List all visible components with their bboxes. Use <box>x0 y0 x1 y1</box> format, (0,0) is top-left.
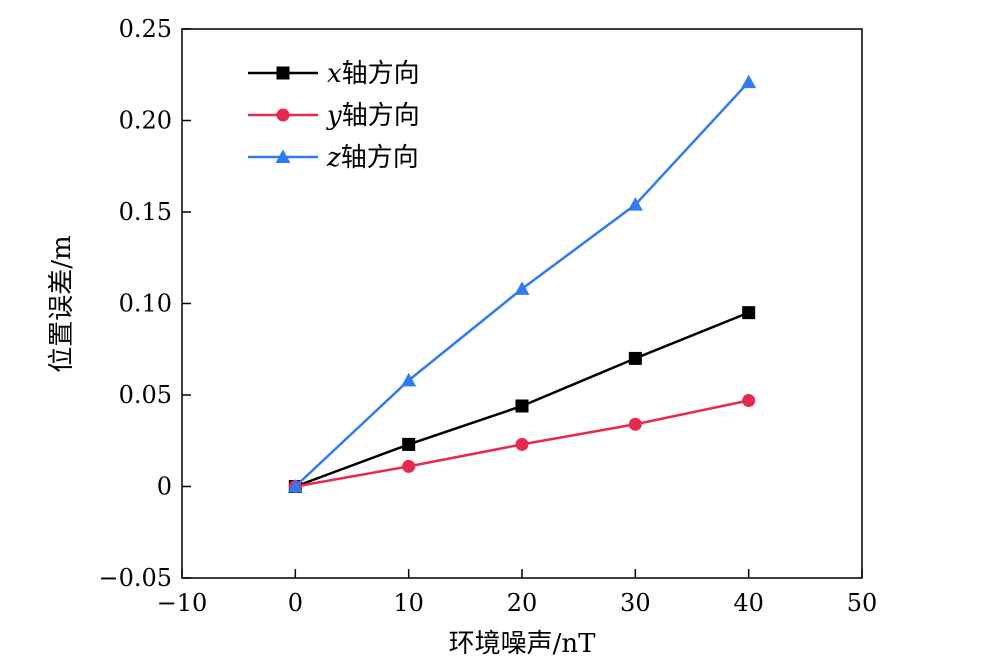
data-point-z <box>627 197 643 211</box>
y-tick-label: 0 <box>157 473 172 501</box>
x-tick-label: 50 <box>847 589 878 617</box>
legend-label-variable: y <box>326 101 342 131</box>
y-tick-label: 0.15 <box>119 198 172 226</box>
legend-item-x: x轴方向 <box>248 59 420 89</box>
series-z <box>287 74 757 493</box>
legend-label: z轴方向 <box>326 143 419 173</box>
x-tick-label: 0 <box>288 589 303 617</box>
y-tick-label: 0.10 <box>119 290 172 318</box>
x-tick-label: 40 <box>733 589 764 617</box>
legend-label-variable: z <box>326 143 341 173</box>
y-tick-label: 0.20 <box>119 107 172 135</box>
legend-label-text: 轴方向 <box>341 143 419 173</box>
legend-label-text: 轴方向 <box>342 101 420 131</box>
legend-marker <box>276 108 290 122</box>
data-point-x <box>515 399 529 413</box>
data-point-y <box>628 417 642 431</box>
y-axis-title: 位置误差/m <box>47 235 77 372</box>
legend-item-y: y轴方向 <box>248 101 420 131</box>
data-point-x <box>742 306 756 320</box>
data-point-z <box>514 281 530 295</box>
legend-item-z: z轴方向 <box>248 143 419 173</box>
legend-marker <box>275 149 291 163</box>
data-point-y <box>742 393 756 407</box>
x-tick-label: 20 <box>507 589 538 617</box>
legend-marker <box>276 66 290 80</box>
legend-label: x轴方向 <box>327 59 420 89</box>
y-tick-label: 0.05 <box>119 381 172 409</box>
data-point-x <box>402 437 416 451</box>
data-point-z <box>287 479 303 493</box>
data-point-z <box>741 74 757 89</box>
x-tick-label: 10 <box>393 589 424 617</box>
x-tick-label: −10 <box>157 589 208 617</box>
series-layer <box>287 74 757 493</box>
data-point-y <box>402 459 416 473</box>
legend-label-variable: x <box>327 59 342 89</box>
data-point-z <box>401 372 417 387</box>
legend-label: y轴方向 <box>326 101 420 131</box>
y-tick-label: 0.25 <box>119 15 172 43</box>
data-point-x <box>628 351 642 365</box>
data-point-y <box>515 437 529 451</box>
legend-label-text: 轴方向 <box>342 59 420 89</box>
series-x <box>288 306 756 493</box>
x-tick-label: 30 <box>620 589 651 617</box>
y-tick-label: −0.05 <box>98 564 172 592</box>
ticks-layer: −10 0 10 20 30 40 50 −0.05 0 0.05 0.10 0.15 0.20 0.25 <box>98 15 877 617</box>
x-axis-title: 环境噪声/nT <box>449 629 597 659</box>
